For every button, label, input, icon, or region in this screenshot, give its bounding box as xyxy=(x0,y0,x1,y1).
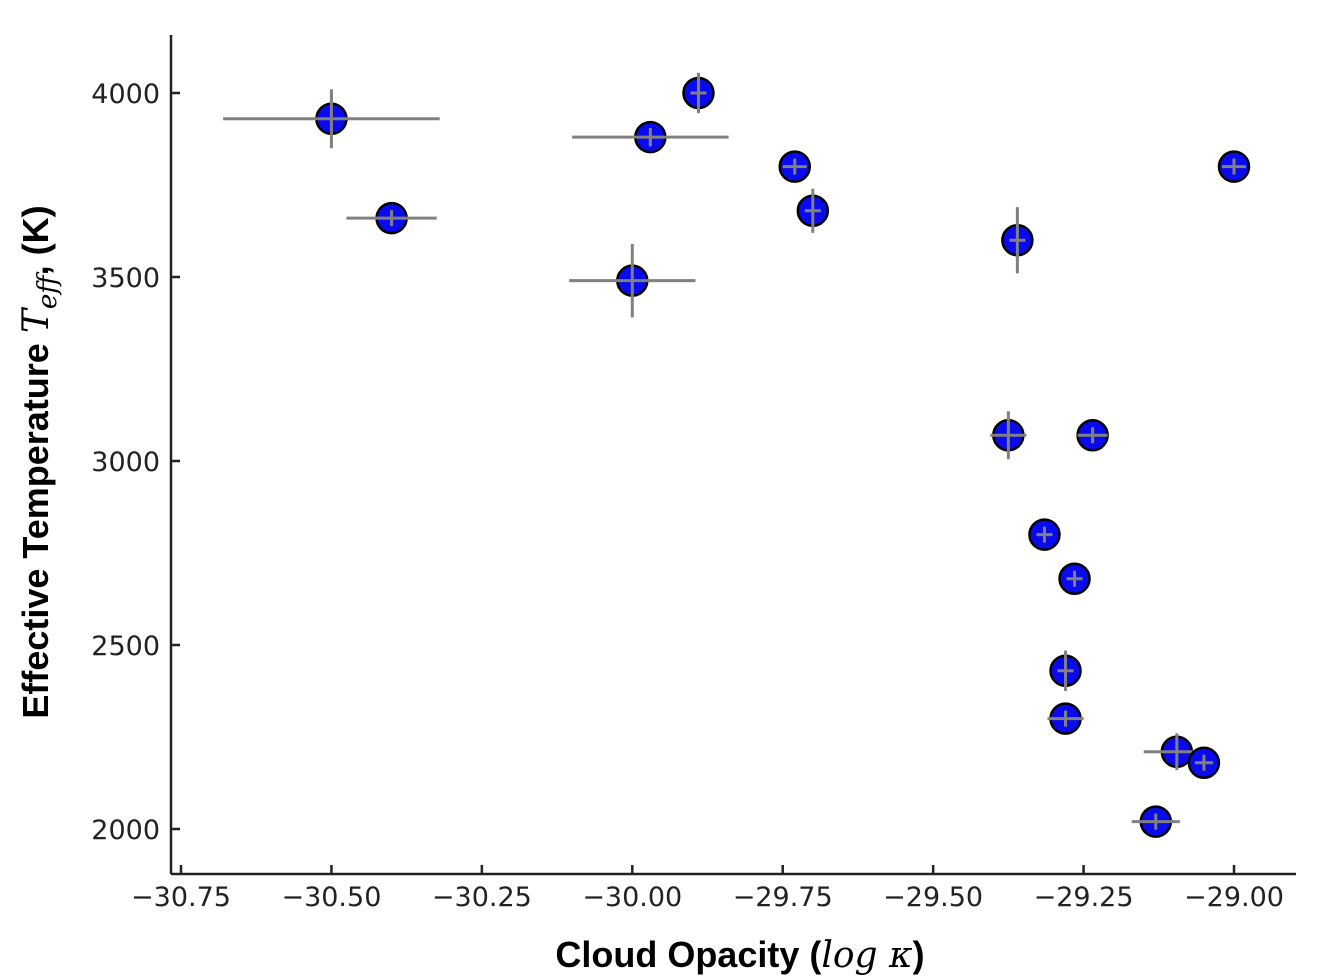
y-tick-label: 2000 xyxy=(91,815,160,846)
x-tick-label: −29.25 xyxy=(1034,882,1134,913)
x-tick-label: −29.75 xyxy=(733,882,833,913)
x-tick-label: −30.00 xyxy=(582,882,682,913)
x-axis-title-math: log κ xyxy=(821,935,913,976)
x-tick-label: −29.50 xyxy=(883,882,983,913)
tick-layer: −30.75 −30.50 −30.25 −30.00 −29.75 −29.50 −29.… xyxy=(91,79,1284,913)
axes-layer xyxy=(169,35,1296,876)
y-axis-title: Effective Temperature Teff, (K) xyxy=(15,205,63,718)
x-axis-title-text: Cloud Opacity ( xyxy=(555,934,821,975)
x-axis-title: Cloud Opacity (log κ) xyxy=(555,934,924,976)
y-axis-title-text: Effective Temperature xyxy=(15,333,56,718)
y-tick-label: 3500 xyxy=(91,263,160,294)
x-axis-title-text-end: ) xyxy=(913,934,925,975)
y-tick-label: 3000 xyxy=(91,447,160,478)
y-axis-title-text-end: , (K) xyxy=(15,205,56,275)
x-tick-label: −30.50 xyxy=(281,882,381,913)
x-tick-label: −30.25 xyxy=(432,882,532,913)
y-tick-label: 4000 xyxy=(91,79,160,110)
marker-layer xyxy=(223,72,1251,838)
x-tick-label: −29.00 xyxy=(1184,882,1284,913)
y-axis-title-math: T xyxy=(16,306,57,333)
x-tick-label: −30.75 xyxy=(131,882,231,913)
y-axis-title-subscript: eff xyxy=(33,271,63,309)
y-tick-label: 2500 xyxy=(91,631,160,662)
